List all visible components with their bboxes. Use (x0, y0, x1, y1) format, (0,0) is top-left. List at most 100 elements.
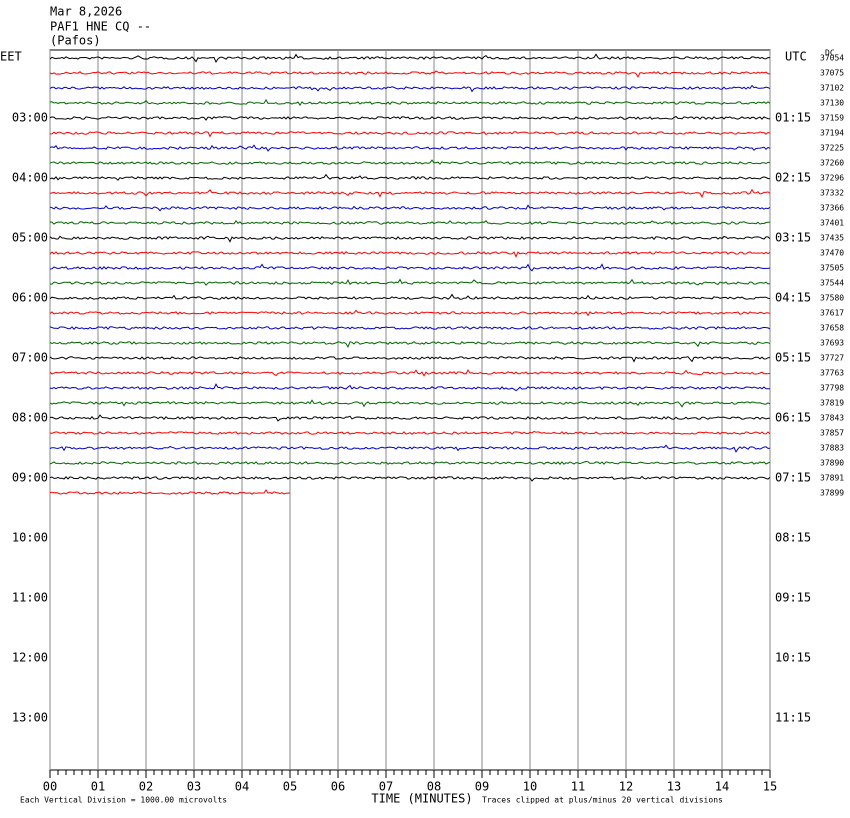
trace (49, 235, 771, 243)
trace (49, 173, 771, 181)
right-time-label: 04:15 (775, 291, 811, 305)
plot-frame (49, 49, 771, 771)
right-time-label: UTC (785, 50, 807, 64)
right-time-label: 09:15 (775, 591, 811, 605)
trace-count: 37130 (820, 99, 844, 108)
trace-count: 37260 (820, 159, 844, 168)
left-time-label: 12:00 (12, 651, 48, 665)
trace (49, 399, 771, 408)
trace (49, 144, 771, 152)
left-time-label: 07:00 (12, 351, 48, 365)
trace (49, 383, 770, 392)
right-time-label: 07:15 (775, 471, 811, 485)
x-tick-label: 02 (139, 780, 153, 794)
trace-count: 37159 (820, 114, 844, 123)
trace-count: 37225 (820, 144, 844, 153)
trace-count: 37857 (820, 429, 844, 438)
trace-count: 37544 (820, 279, 844, 288)
trace (49, 489, 291, 495)
x-tick-label: 08 (427, 780, 441, 794)
x-tick-label: 05 (283, 780, 297, 794)
x-tick-label: 13 (667, 780, 681, 794)
trace (49, 98, 771, 107)
left-time-label: 03:00 (12, 111, 48, 125)
trace (49, 341, 771, 349)
trace (49, 430, 771, 435)
header-line: PAF1 HNE CQ -- (50, 20, 151, 34)
header-line: (Pafos) (50, 34, 101, 48)
trace-count: 37102 (820, 84, 844, 93)
left-time-label: 08:00 (12, 411, 48, 425)
right-time-label: 10:15 (775, 651, 811, 665)
trace-count: 37366 (820, 204, 844, 213)
trace-count: 37470 (820, 249, 844, 258)
clip-note: Traces clipped at plus/minus 20 vertical… (482, 796, 723, 805)
trace (49, 263, 771, 272)
left-time-label: EET (0, 50, 22, 64)
x-tick-label: 03 (187, 780, 201, 794)
trace-count: 37693 (820, 339, 844, 348)
trace (49, 309, 771, 317)
right-time-label: 01:15 (775, 111, 811, 125)
x-tick-label: 14 (715, 780, 729, 794)
trace-count: 37819 (820, 399, 844, 408)
right-time-label: 02:15 (775, 171, 811, 185)
left-time-label: 11:00 (12, 591, 48, 605)
trace-count: 37658 (820, 324, 844, 333)
trace-count: 37883 (820, 444, 844, 453)
left-time-label: 10:00 (12, 531, 48, 545)
trace (49, 460, 771, 465)
x-tick-label: 11 (571, 780, 585, 794)
trace-count: 37075 (820, 69, 844, 78)
trace-count: 37505 (820, 264, 844, 273)
trace-count: 37617 (820, 309, 844, 318)
x-tick-label: 10 (523, 780, 537, 794)
trace (49, 369, 771, 377)
right-time-label: 08:15 (775, 531, 811, 545)
left-time-label: 06:00 (12, 291, 48, 305)
trace (49, 444, 771, 453)
trace-count: 37899 (820, 489, 844, 498)
header-line: Mar 8,2026 (50, 5, 122, 19)
trace (49, 219, 771, 225)
right-time-label: 05:15 (775, 351, 811, 365)
trace-count: 37435 (820, 234, 844, 243)
left-time-label: 09:00 (12, 471, 48, 485)
trace (49, 204, 771, 212)
scale-note: Each Vertical Division = 1000.00 microvo… (20, 796, 227, 805)
trace (49, 356, 771, 363)
trace-count: 37727 (820, 354, 844, 363)
x-tick-label: 15 (763, 780, 777, 794)
trace-count: 37332 (820, 189, 844, 198)
trace-count: 37843 (820, 414, 844, 423)
trace (49, 475, 771, 482)
x-tick-label: 07 (379, 780, 393, 794)
right-time-label: 11:15 (775, 711, 811, 725)
trace-count: 37798 (820, 384, 844, 393)
trace (49, 159, 771, 165)
trace (50, 131, 771, 138)
x-tick-label: 09 (475, 780, 489, 794)
trace-count: 37054 (820, 54, 844, 63)
trace (49, 251, 771, 258)
trace-count: 37194 (820, 129, 844, 138)
left-time-label: 13:00 (12, 711, 48, 725)
trace (49, 188, 771, 199)
trace-count: 37296 (820, 174, 844, 183)
x-tick-label: 12 (619, 780, 633, 794)
x-tick-label: 01 (91, 780, 105, 794)
trace (49, 84, 771, 93)
trace (49, 70, 771, 78)
trace (49, 293, 771, 300)
trace-count: 37891 (820, 474, 844, 483)
x-tick-label: 04 (235, 780, 249, 794)
trace (49, 414, 771, 422)
x-tick-label: 00 (43, 780, 57, 794)
trace-count: 37580 (820, 294, 844, 303)
dc-label: DC (825, 49, 835, 58)
x-tick-label: 06 (331, 780, 345, 794)
trace-count: 37401 (820, 219, 844, 228)
trace-count: 37890 (820, 459, 844, 468)
left-time-label: 05:00 (12, 231, 48, 245)
